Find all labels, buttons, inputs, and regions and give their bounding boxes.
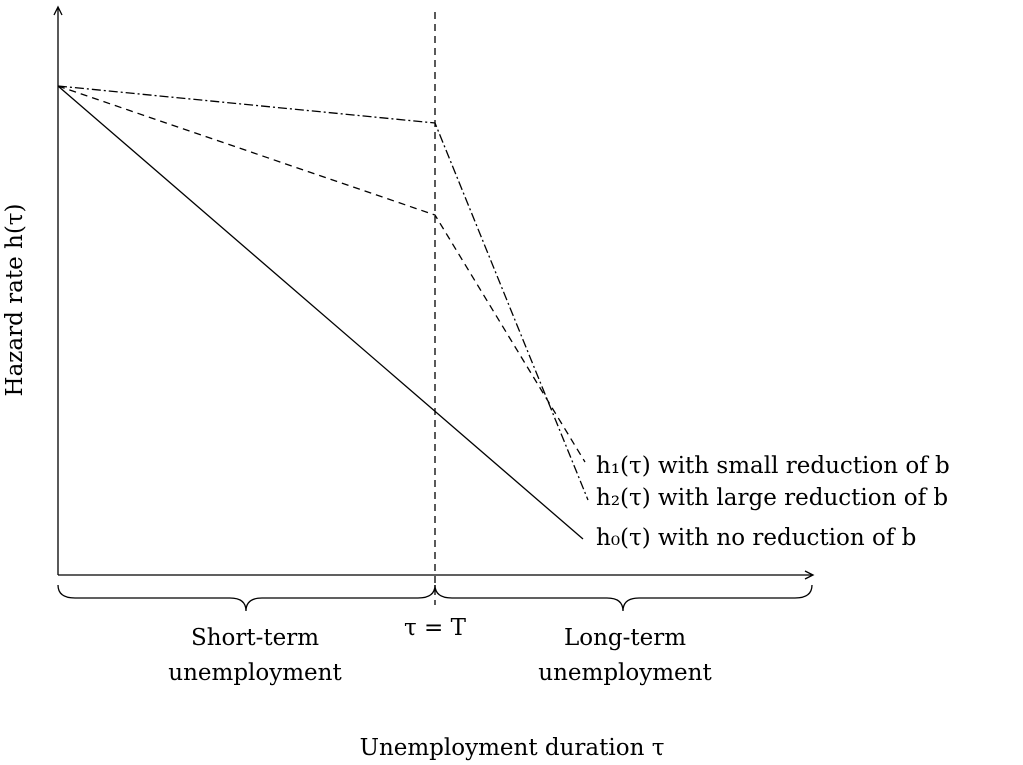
y-axis-label: Hazard rate h(τ): [2, 204, 28, 397]
curve-label: h₀(τ) with no reduction of b: [596, 525, 916, 551]
curve-h1: [57, 85, 586, 463]
region-label: Short-term: [191, 625, 319, 651]
curve-label: h₂(τ) with large reduction of b: [596, 485, 948, 511]
region-label: unemployment: [168, 660, 342, 686]
threshold-label: τ = T: [404, 615, 467, 641]
x-axis-label: Unemployment duration τ: [360, 735, 665, 761]
y-axis-arrow: [53, 5, 63, 16]
brace-short: [57, 584, 436, 612]
region-label: unemployment: [538, 660, 712, 686]
region-label: Long-term: [564, 625, 686, 651]
curve-h0: [57, 85, 584, 540]
x-axis-arrow: [804, 570, 815, 580]
brace-long: [434, 584, 813, 612]
curve-h2: [57, 85, 589, 501]
curve-label: h₁(τ) with small reduction of b: [596, 453, 950, 479]
